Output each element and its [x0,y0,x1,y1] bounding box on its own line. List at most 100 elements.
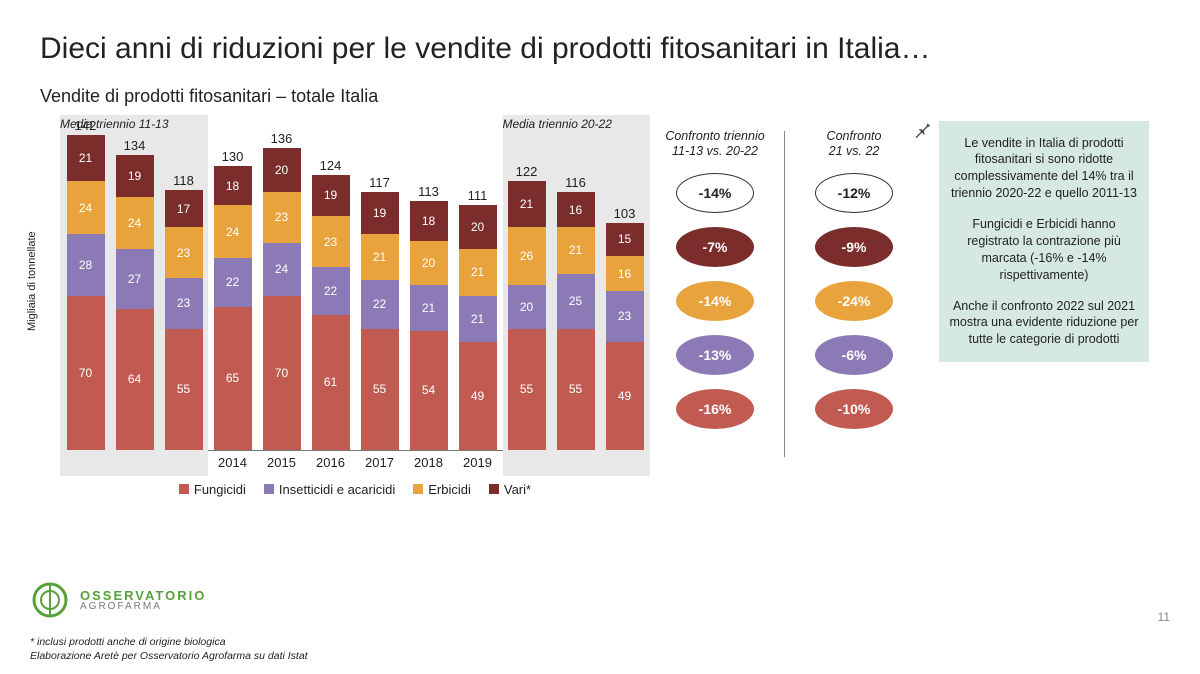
x-tick: 2014 [211,455,254,470]
bar-total-label: 113 [418,184,439,199]
slide-title: Dieci anni di riduzioni per le vendite d… [40,30,1160,68]
segment-insetticidi: 21 [459,296,497,342]
segment-fungicidi: 49 [606,342,644,450]
summary-paragraph: Le vendite in Italia di prodotti fitosan… [949,135,1139,203]
segment-fungicidi: 55 [165,329,203,450]
logo-line1: OSSERVATORIO [80,589,206,602]
segment-vari: 20 [263,148,301,192]
segment-erbicidi: 26 [508,227,546,284]
bar-2014: 65222418130 [211,149,254,450]
x-tick: 2018 [407,455,450,470]
legend: FungicidiInsetticidi e acaricidiErbicidi… [60,482,650,497]
footnotes: * inclusi prodotti anche di origine biol… [30,635,308,664]
segment-vari: 21 [67,135,105,181]
segment-erbicidi: 16 [606,256,644,291]
segment-erbicidi: 21 [361,234,399,280]
segment-fungicidi: 64 [116,309,154,450]
highlight-band-label: Media triennio 20-22 [503,117,612,131]
bar-total-label: 103 [614,206,636,221]
bubble: -24% [815,281,893,321]
comparison-title: Confronto triennio 11-13 vs. 20-22 [650,129,780,159]
bar-total-label: 130 [222,149,244,164]
segment-vari: 19 [116,155,154,197]
segment-vari: 19 [312,175,350,217]
logo-text: OSSERVATORIO AGROFARMA [80,589,206,612]
segment-erbicidi: 24 [214,205,252,258]
bar-total-label: 118 [173,173,194,188]
logo-mark-icon [30,580,70,620]
bar-2012: 64272419 134 [113,138,156,450]
segment-erbicidi: 23 [263,192,301,243]
legend-swatch [413,484,423,494]
bubble: -16% [676,389,754,429]
segment-fungicidi: 65 [214,307,252,450]
segment-fungicidi: 55 [508,329,546,450]
bar-2013: 55232317118 [162,173,205,450]
segment-erbicidi: 21 [459,249,497,295]
segment-insetticidi: 23 [606,291,644,342]
bubble: -7% [676,227,754,267]
footnote-line: Elaborazione Aretè per Osservatorio Agro… [30,649,308,664]
slide: Dieci anni di riduzioni per le vendite d… [0,0,1200,674]
segment-insetticidi: 27 [116,249,154,308]
segment-insetticidi: 24 [263,243,301,296]
bar-total-label: 136 [271,131,293,146]
summary-box: Le vendite in Italia di prodotti fitosan… [939,121,1149,363]
highlight-band-label: Media triennio 11-13 [60,117,169,131]
legend-swatch [489,484,499,494]
slide-subtitle: Vendite di prodotti fitosanitari – total… [40,86,1160,107]
segment-erbicidi: 23 [165,227,203,278]
segment-erbicidi: 24 [116,197,154,250]
logo-line2: AGROFARMA [80,602,206,612]
bar-2017: 55222119117 [358,175,401,449]
legend-swatch [179,484,189,494]
summary-paragraph: Anche il confronto 2022 sul 2021 mostra … [949,298,1139,349]
content-row: Migliaia di tonnellate Media triennio 11… [40,121,1160,497]
segment-erbicidi: 24 [67,181,105,234]
bar-total-label: 134 [124,138,146,153]
segment-erbicidi: 20 [410,241,448,285]
bar-2019: 49212120111 [456,188,499,449]
segment-vari: 20 [459,205,497,249]
summary-paragraph: Fungicidi e Erbicidi hanno registrato la… [949,216,1139,284]
legend-item-vari: Vari* [489,482,531,497]
segment-fungicidi: 70 [263,296,301,450]
comparison-col-21v22: Confronto 21 vs. 22 -12%-9%-24%-6%-10% [789,121,919,443]
x-tick: 2015 [260,455,303,470]
bubble: -6% [815,335,893,375]
segment-fungicidi: 55 [361,329,399,450]
bar-2021: 55252116116 [554,175,597,449]
segment-insetticidi: 21 [410,285,448,331]
segment-fungicidi: 61 [312,315,350,449]
segment-vari: 21 [508,181,546,227]
bubble: -14% [676,173,754,213]
segment-insetticidi: 22 [312,267,350,315]
segment-fungicidi: 54 [410,331,448,450]
bar-total-label: 117 [369,175,390,190]
bar-2016: 61222319124 [309,158,352,450]
segment-vari: 19 [361,192,399,234]
bubble: -12% [815,173,893,213]
legend-swatch [264,484,274,494]
bar-total-label: 116 [565,175,586,190]
y-axis-label: Migliaia di tonnellate [26,231,38,331]
bar-2018: 54212018113 [407,184,450,450]
bubble: -13% [676,335,754,375]
chart: Migliaia di tonnellate Media triennio 11… [40,121,650,497]
legend-label: Fungicidi [194,482,246,497]
x-tick: 2016 [309,455,352,470]
x-tick: 2017 [358,455,401,470]
segment-erbicidi: 21 [557,227,595,273]
vertical-divider [784,131,785,457]
segment-fungicidi: 55 [557,329,595,450]
segment-insetticidi: 20 [508,285,546,329]
segment-insetticidi: 25 [557,274,595,329]
bar-2015: 70242320 136 [260,131,303,449]
bar-total-label: 124 [320,158,342,173]
logo: OSSERVATORIO AGROFARMA [30,580,206,620]
segment-vari: 18 [214,166,252,206]
segment-insetticidi: 23 [165,278,203,329]
legend-item-fungicidi: Fungicidi [179,482,246,497]
comparison-title: Confronto 21 vs. 22 [789,129,919,159]
legend-label: Insetticidi e acaricidi [279,482,395,497]
